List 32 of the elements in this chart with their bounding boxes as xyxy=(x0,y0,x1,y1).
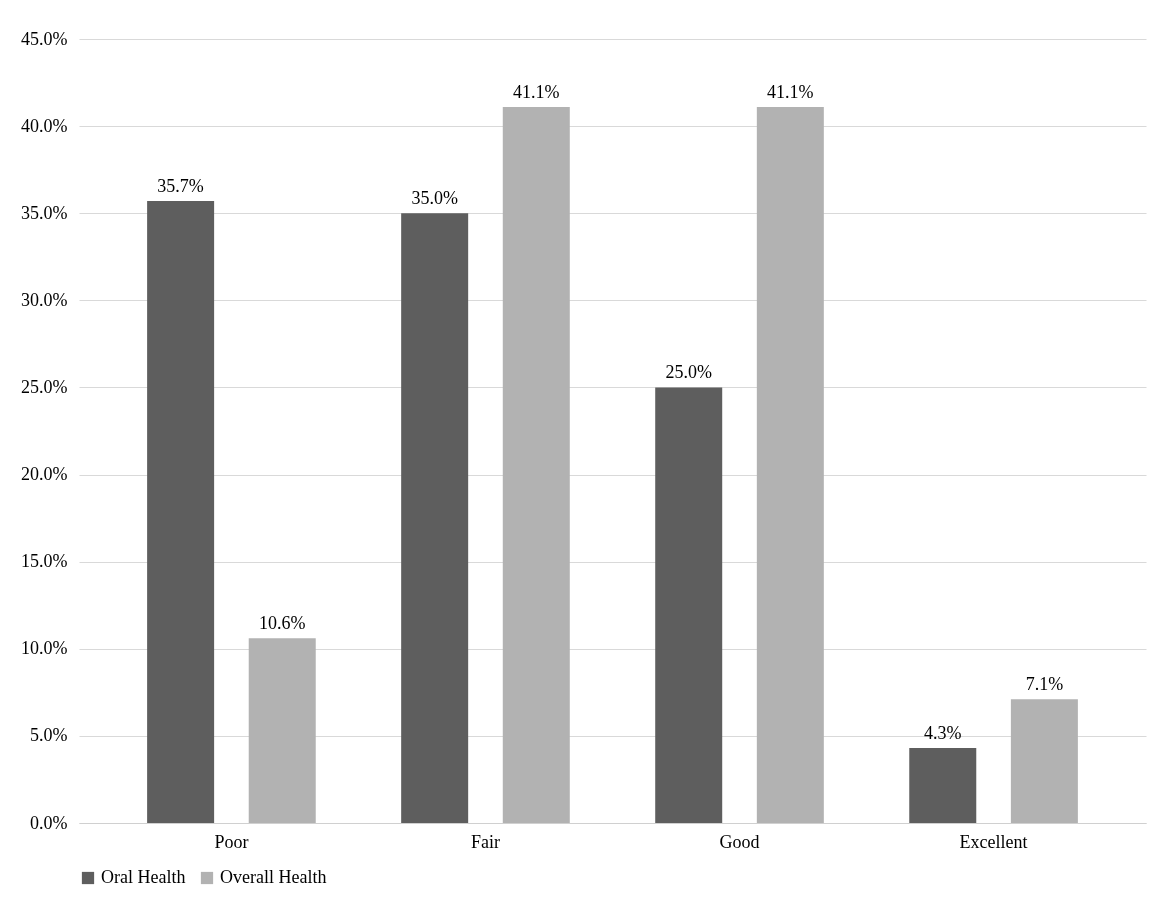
bar xyxy=(655,387,723,823)
data-label: 4.3% xyxy=(924,723,962,744)
data-label: 41.1% xyxy=(767,81,814,102)
data-label: 35.7% xyxy=(157,176,204,197)
y-tick-label: 30.0% xyxy=(21,289,68,310)
data-label: 35.0% xyxy=(411,188,458,209)
x-tick-label: Fair xyxy=(470,831,500,852)
bar xyxy=(1010,699,1078,823)
y-tick-label: 20.0% xyxy=(21,464,68,485)
bar xyxy=(909,748,977,823)
data-label: 41.1% xyxy=(513,81,560,102)
y-tick-label: 40.0% xyxy=(21,115,68,136)
legend-label: Overall Health xyxy=(220,867,327,887)
data-label: 7.1% xyxy=(1025,674,1064,695)
data-label: 25.0% xyxy=(665,362,712,383)
x-tick-label: Excellent xyxy=(959,831,1028,852)
x-tick-label: Poor xyxy=(214,831,249,852)
y-tick-label: 15.0% xyxy=(21,551,68,572)
y-tick-label: 35.0% xyxy=(21,202,68,223)
y-tick-label: 5.0% xyxy=(30,725,68,746)
data-label: 10.6% xyxy=(258,613,306,634)
bar xyxy=(401,213,469,823)
y-tick-label: 0.0% xyxy=(30,812,68,833)
bar xyxy=(502,106,570,823)
y-tick-label: 25.0% xyxy=(21,376,68,397)
y-tick-label: 45.0% xyxy=(21,28,68,49)
bar xyxy=(147,201,215,823)
y-tick-label: 10.0% xyxy=(21,638,68,659)
bar xyxy=(756,106,824,823)
legend-label: Oral Health xyxy=(101,867,186,887)
bar xyxy=(248,638,316,823)
x-tick-label: Good xyxy=(719,831,760,852)
